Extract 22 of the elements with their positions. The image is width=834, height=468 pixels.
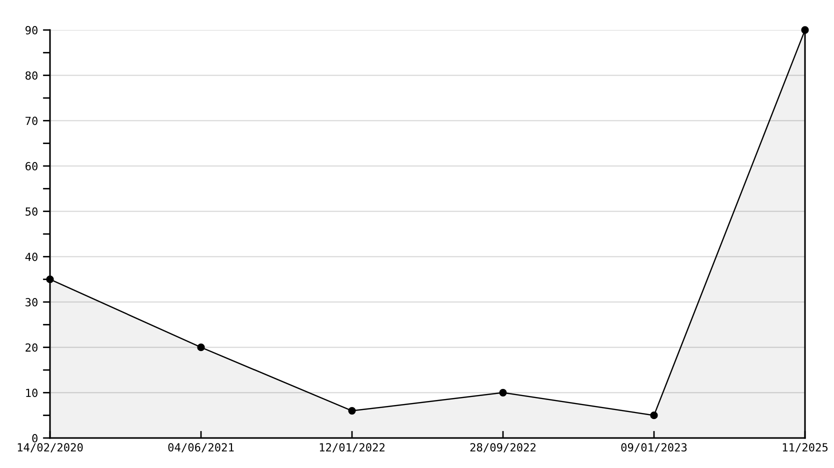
y-tick-label: 30 xyxy=(26,298,38,306)
point xyxy=(197,344,205,352)
x-tick-label: 04/06/2021 xyxy=(168,443,234,452)
y-tick-label: 60 xyxy=(26,162,38,170)
x-tick-label: 12/01/2022 xyxy=(320,443,385,452)
point xyxy=(499,388,507,396)
point xyxy=(46,276,54,284)
y-tick-label: 0 xyxy=(32,434,38,442)
y-tick-label: 90 xyxy=(26,26,38,34)
y-tick-label: 70 xyxy=(26,116,38,126)
y-tick-label: 10 xyxy=(26,388,38,398)
y-tick-label: 50 xyxy=(26,207,38,216)
x-tick-label: 14/02/2020 xyxy=(18,443,83,452)
x-tick-label: 28/09/2022 xyxy=(470,443,536,452)
y-tick-label: 80 xyxy=(26,71,38,80)
point xyxy=(801,26,809,34)
point xyxy=(348,406,356,415)
point xyxy=(650,412,658,420)
y-tick-label: 40 xyxy=(25,252,38,262)
x-tick-label: 11/2025 xyxy=(782,443,828,452)
x-tick-label: 09/01/2023 xyxy=(621,443,687,452)
y-tick-label: 20 xyxy=(26,343,38,352)
